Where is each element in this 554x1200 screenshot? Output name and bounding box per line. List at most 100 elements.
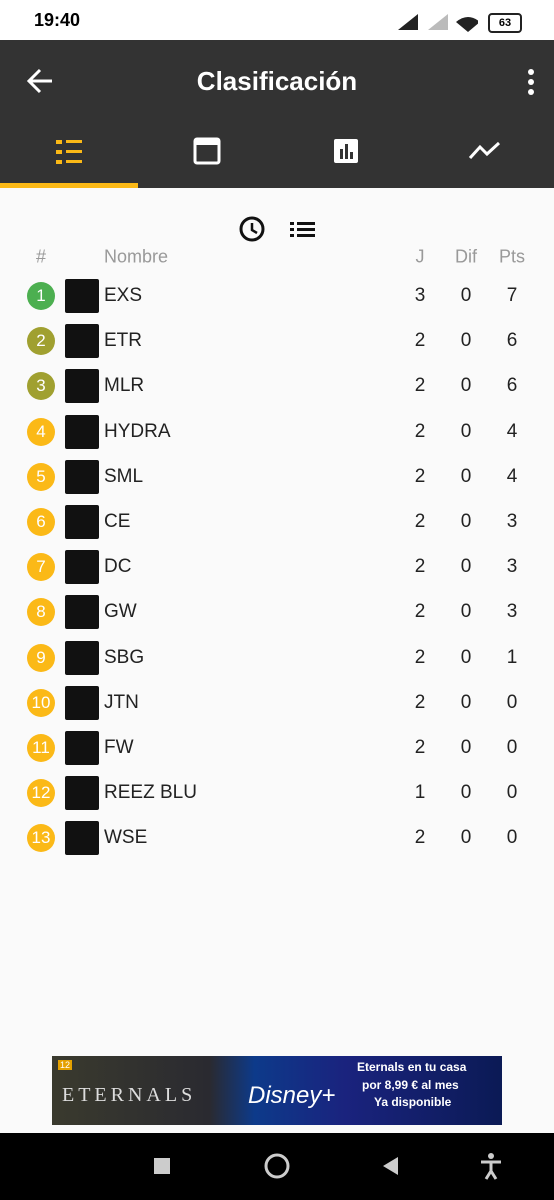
stat-played: 2 [414, 465, 426, 487]
nav-home[interactable] [264, 1153, 290, 1179]
stat-played: 2 [414, 691, 426, 713]
stat-diff: 0 [460, 375, 472, 397]
stat-diff: 0 [460, 691, 472, 713]
stat-played: 2 [414, 601, 426, 623]
nav-back[interactable] [383, 1157, 398, 1175]
rank-badge: 6 [27, 508, 55, 536]
ad-rating: 12 [58, 1060, 73, 1070]
stat-played: 2 [414, 737, 426, 758]
stat-diff: 0 [460, 420, 472, 442]
stat-points: 0 [506, 691, 518, 713]
stat-played: 2 [414, 420, 426, 442]
tab-bar [0, 137, 501, 188]
stat-points: 0 [506, 737, 518, 758]
team-logo [65, 685, 99, 720]
column-header: Dif [455, 246, 477, 267]
team-logo [65, 459, 99, 494]
stat-diff: 0 [460, 737, 472, 758]
column-header: Pts [498, 246, 525, 267]
team-name: SBG [104, 646, 145, 668]
team-name: EXS [104, 285, 143, 306]
stat-played: 2 [414, 511, 426, 532]
app-bar: Clasificación [0, 40, 554, 188]
column-header: Nombre [104, 246, 169, 267]
nav-accessibility[interactable] [481, 1153, 501, 1180]
stat-diff: 0 [460, 556, 472, 578]
battery: 63 [488, 13, 522, 33]
history-button[interactable] [239, 216, 265, 242]
signal-icons [398, 14, 478, 32]
ad-cta: Ya disponible [374, 1095, 452, 1109]
team-name: MLR [104, 375, 145, 397]
stat-points: 1 [506, 646, 518, 668]
ad-price: por 8,99 € al mes [362, 1078, 459, 1092]
team-logo [65, 595, 99, 630]
team-logo [65, 640, 99, 675]
stat-diff: 0 [460, 782, 472, 804]
stat-played: 2 [414, 330, 426, 352]
stat-points: 4 [506, 420, 518, 442]
rank-badge: 4 [27, 417, 55, 446]
tab-trend[interactable] [468, 141, 501, 160]
tab-standings[interactable] [56, 140, 82, 164]
rank-badge: 10 [27, 688, 55, 717]
ad-banner[interactable]: 12 ETERNALS Disney+ Eternals en tu casa … [52, 1056, 502, 1125]
stat-points: 3 [506, 601, 518, 623]
team-name: FW [104, 737, 134, 758]
stat-points: 3 [506, 511, 518, 532]
tab-indicator [0, 183, 138, 188]
stat-diff: 0 [460, 465, 472, 487]
stat-points: 6 [506, 375, 518, 397]
team-logo [65, 414, 99, 449]
team-logo [65, 324, 99, 359]
team-name: DC [104, 556, 132, 578]
back-button[interactable] [26, 68, 54, 94]
nav-bar [0, 1133, 554, 1200]
stat-played: 2 [414, 556, 426, 578]
stat-diff: 0 [460, 285, 472, 306]
screen-title: Clasificación [196, 66, 358, 96]
stat-played: 2 [414, 827, 426, 849]
column-header: # [35, 246, 46, 267]
team-name: JTN [104, 691, 139, 713]
stat-diff: 0 [460, 511, 472, 532]
team-logo [65, 776, 99, 811]
tab-calendar[interactable] [193, 137, 221, 165]
team-name: ETR [104, 330, 142, 352]
stat-diff: 0 [460, 646, 472, 668]
stat-played: 2 [414, 646, 426, 668]
stat-points: 0 [506, 782, 518, 804]
team-logo [65, 505, 99, 539]
column-header: J [415, 246, 425, 267]
team-name: REEZ BLU [104, 782, 197, 804]
rank-badge: 12 [27, 779, 55, 808]
team-name: CE [104, 511, 131, 532]
stat-played: 3 [414, 285, 426, 306]
status-bar: 19:40 63 [0, 0, 554, 40]
team-name: HYDRA [104, 420, 171, 442]
ad-headline: Eternals en tu casa [357, 1060, 467, 1074]
list-button[interactable] [290, 222, 315, 237]
stat-played: 1 [414, 782, 426, 804]
ad-brand: Disney+ [248, 1082, 336, 1109]
team-logo [65, 550, 99, 585]
rank-badge: 1 [27, 282, 55, 310]
rank-badge: 8 [27, 598, 55, 627]
ad-movie: ETERNALS [62, 1084, 197, 1106]
menu-button[interactable] [526, 68, 536, 96]
rank-badge: 5 [27, 462, 55, 491]
team-name: SML [104, 465, 144, 487]
stat-diff: 0 [460, 601, 472, 623]
rank-badge: 11 [27, 734, 55, 762]
stat-diff: 0 [460, 827, 472, 849]
view-toggles [239, 216, 315, 242]
stat-points: 6 [506, 330, 518, 352]
team-logo [65, 821, 99, 856]
rank-badge: 13 [27, 824, 55, 853]
stat-points: 3 [506, 556, 518, 578]
rank-badge: 2 [27, 327, 55, 356]
nav-recents[interactable] [154, 1158, 170, 1174]
stat-points: 0 [506, 827, 518, 849]
tab-stats[interactable] [334, 139, 358, 163]
